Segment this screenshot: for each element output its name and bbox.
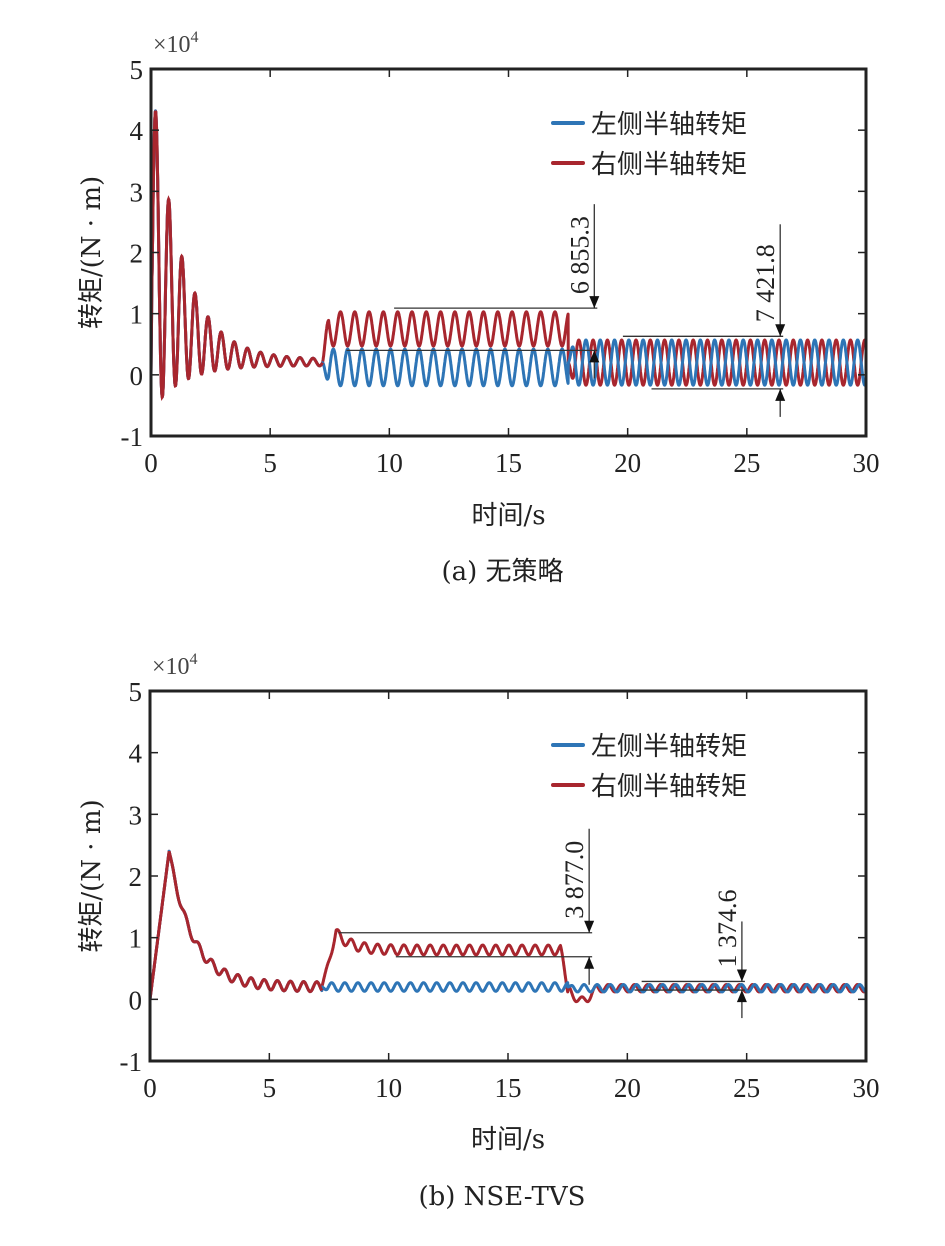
x-tick-label: 20 — [614, 1073, 641, 1103]
chart-a: 6 855.3 7 421.80 5 10 15 20 25 30-1012345×104转矩… — [77, 29, 880, 587]
y-tick-label: 0 — [129, 985, 143, 1015]
y-tick-label: -1 — [121, 422, 144, 452]
arrow-up-icon — [736, 990, 747, 1003]
x-tick-label: 0 — [143, 1073, 157, 1103]
x-tick-label: 30 — [853, 1073, 880, 1103]
arrow-down-icon — [584, 920, 595, 933]
y-axis-label: 转矩/(N · m) — [77, 176, 107, 329]
y-tick-label: 5 — [129, 677, 143, 707]
arrow-down-icon — [775, 324, 786, 337]
y-multiplier-exp: 4 — [191, 29, 199, 46]
y-tick-label: 0 — [130, 361, 144, 391]
y-multiplier-base: ×10 — [152, 654, 190, 680]
y-tick-label: 1 — [129, 924, 143, 954]
y-tick-label: -1 — [120, 1047, 143, 1077]
y-tick-label: 1 — [130, 300, 144, 330]
x-tick-label: 30 — [853, 448, 880, 478]
arrow-up-icon — [584, 956, 595, 969]
series-line-shared-start — [150, 851, 324, 1000]
legend-entry: 左侧半轴转矩 — [591, 732, 747, 762]
dimension-annotation: 1 374.6 — [634, 889, 747, 1019]
y-multiplier-base: ×10 — [153, 32, 191, 58]
axes-frame — [148, 689, 868, 1063]
x-tick-label: 5 — [263, 1073, 277, 1103]
y-tick-label: 3 — [130, 177, 144, 207]
x-tick-label: 15 — [495, 448, 522, 478]
dimension-annotation: 3 877.0 — [338, 828, 595, 985]
series-line-left — [150, 849, 866, 1000]
y-axis-label: 转矩/(N · m) — [77, 799, 107, 952]
annotation-label: 3 877.0 — [560, 841, 589, 919]
y-multiplier-exp: 4 — [190, 651, 198, 668]
x-tick-label: 25 — [733, 448, 760, 478]
y-tick-label: 2 — [129, 862, 143, 892]
y-tick-label: 4 — [130, 116, 144, 146]
arrow-down-icon — [589, 296, 600, 309]
x-tick-label: 15 — [495, 1073, 522, 1103]
x-tick-label: 0 — [144, 448, 158, 478]
x-tick-label: 5 — [263, 448, 277, 478]
y-tick-label: 4 — [129, 739, 143, 769]
y-tick-label: 2 — [130, 239, 144, 269]
legend-entry: 右侧半轴转矩 — [591, 150, 747, 180]
legend-entry: 右侧半轴转矩 — [591, 772, 747, 802]
y-tick-label: 3 — [129, 800, 143, 830]
y-multiplier: ×104 — [152, 651, 198, 680]
x-tick-label: 10 — [375, 1073, 402, 1103]
arrow-up-icon — [589, 350, 600, 363]
y-tick-label: 5 — [130, 55, 144, 85]
x-tick-label: 25 — [733, 1073, 760, 1103]
y-multiplier: ×104 — [153, 29, 199, 58]
arrow-up-icon — [775, 388, 786, 401]
chart-b: 3 877.01 374.60 5 10 15 20 25 30-1012345×104转矩… — [77, 651, 880, 1212]
x-tick-label: 20 — [614, 448, 641, 478]
dimension-annotation: 6 855.3 — [346, 204, 600, 379]
series-line-right — [150, 849, 866, 1004]
x-tick-label: 10 — [376, 448, 403, 478]
dimension-annotation: 7 421.8 — [622, 224, 786, 417]
legend-entry: 左侧半轴转矩 — [591, 110, 747, 140]
figure-caption: (b) NSE-TVS — [418, 1182, 585, 1212]
arrow-down-icon — [736, 969, 747, 982]
annotation-label: 7 421.8 — [751, 244, 780, 322]
x-axis-label: 时间/s — [471, 501, 545, 531]
annotation-label: 1 374.6 — [713, 889, 742, 967]
series-line-shared-start — [151, 110, 324, 402]
figure-caption: (a) 无策略 — [441, 557, 563, 587]
annotation-label: 6 855.3 — [565, 216, 594, 294]
x-axis-label: 时间/s — [471, 1125, 545, 1155]
